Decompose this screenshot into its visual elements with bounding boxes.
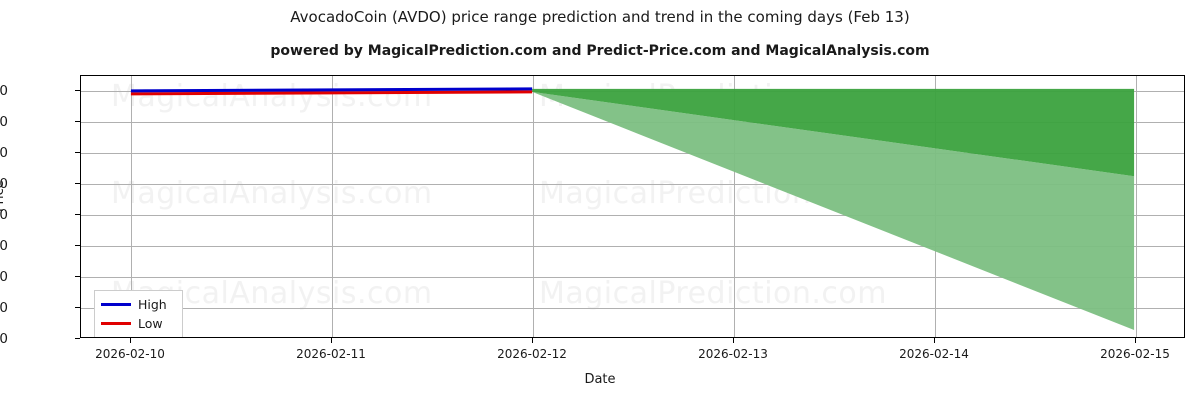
y-tick-label-1400: 1400 bbox=[0, 176, 8, 192]
x-tick-label-2026-02-15: 2026-02-15 bbox=[1100, 347, 1170, 361]
x-tick-label-2026-02-14: 2026-02-14 bbox=[899, 347, 969, 361]
y-tick-mark bbox=[75, 276, 80, 277]
chart-legend: High Low bbox=[94, 290, 183, 337]
y-tick-mark bbox=[75, 245, 80, 246]
x-tick-label-2026-02-11: 2026-02-11 bbox=[296, 347, 366, 361]
y-tick-mark bbox=[75, 338, 80, 339]
x-tick-label-2026-02-10: 2026-02-10 bbox=[95, 347, 165, 361]
y-tick-label-1500: 1500 bbox=[0, 114, 8, 130]
legend-item-low: Low bbox=[101, 314, 176, 333]
y-tick-mark bbox=[75, 183, 80, 184]
gridline-vertical bbox=[1136, 76, 1137, 337]
gridline-horizontal bbox=[81, 153, 1184, 154]
y-tick-mark bbox=[75, 121, 80, 122]
y-tick-label-1150: 1150 bbox=[0, 331, 8, 347]
y-tick-mark bbox=[75, 152, 80, 153]
plot-area: MagicalAnalysis.com MagicalPrediction.co… bbox=[80, 75, 1185, 338]
series-layer bbox=[130, 87, 1135, 331]
gridline-vertical bbox=[533, 76, 534, 337]
x-axis-label: Date bbox=[584, 372, 616, 387]
gridline-horizontal bbox=[81, 184, 1184, 185]
y-tick-label-1300: 1300 bbox=[0, 238, 8, 254]
low-series-line bbox=[130, 90, 533, 96]
x-tick-label-2026-02-13: 2026-02-13 bbox=[698, 347, 768, 361]
gridline-vertical bbox=[332, 76, 333, 337]
y-tick-mark bbox=[75, 307, 80, 308]
x-tick-mark bbox=[934, 338, 935, 343]
high-series-line bbox=[130, 87, 533, 93]
x-tick-mark bbox=[331, 338, 332, 343]
x-tick-label-2026-02-12: 2026-02-12 bbox=[497, 347, 567, 361]
legend-label-high: High bbox=[138, 297, 167, 312]
gridline-horizontal bbox=[81, 277, 1184, 278]
y-tick-label-1450: 1450 bbox=[0, 145, 8, 161]
gridline-horizontal bbox=[81, 308, 1184, 309]
forecast-upper-band bbox=[532, 88, 1135, 177]
y-tick-label-1200: 1200 bbox=[0, 300, 8, 316]
y-tick-label-1350: 1350 bbox=[0, 207, 8, 223]
x-tick-mark bbox=[130, 338, 131, 343]
y-tick-mark bbox=[75, 214, 80, 215]
x-tick-mark bbox=[1135, 338, 1136, 343]
y-tick-mark bbox=[75, 90, 80, 91]
y-tick-label-1250: 1250 bbox=[0, 269, 8, 285]
x-tick-mark bbox=[532, 338, 533, 343]
y-tick-label-1550: 1550 bbox=[0, 83, 8, 99]
legend-label-low: Low bbox=[138, 316, 163, 331]
chart-subtitle: powered by MagicalPrediction.com and Pre… bbox=[270, 43, 930, 59]
legend-swatch-low bbox=[101, 322, 131, 325]
legend-swatch-high bbox=[101, 303, 131, 306]
gridline-vertical bbox=[734, 76, 735, 337]
forecast-lower-band bbox=[532, 91, 1135, 331]
gridline-horizontal bbox=[81, 215, 1184, 216]
legend-item-high: High bbox=[101, 295, 176, 314]
x-tick-mark bbox=[733, 338, 734, 343]
chart-title: AvocadoCoin (AVDO) price range predictio… bbox=[290, 8, 910, 26]
gridline-horizontal bbox=[81, 246, 1184, 247]
gridline-vertical bbox=[131, 76, 132, 337]
